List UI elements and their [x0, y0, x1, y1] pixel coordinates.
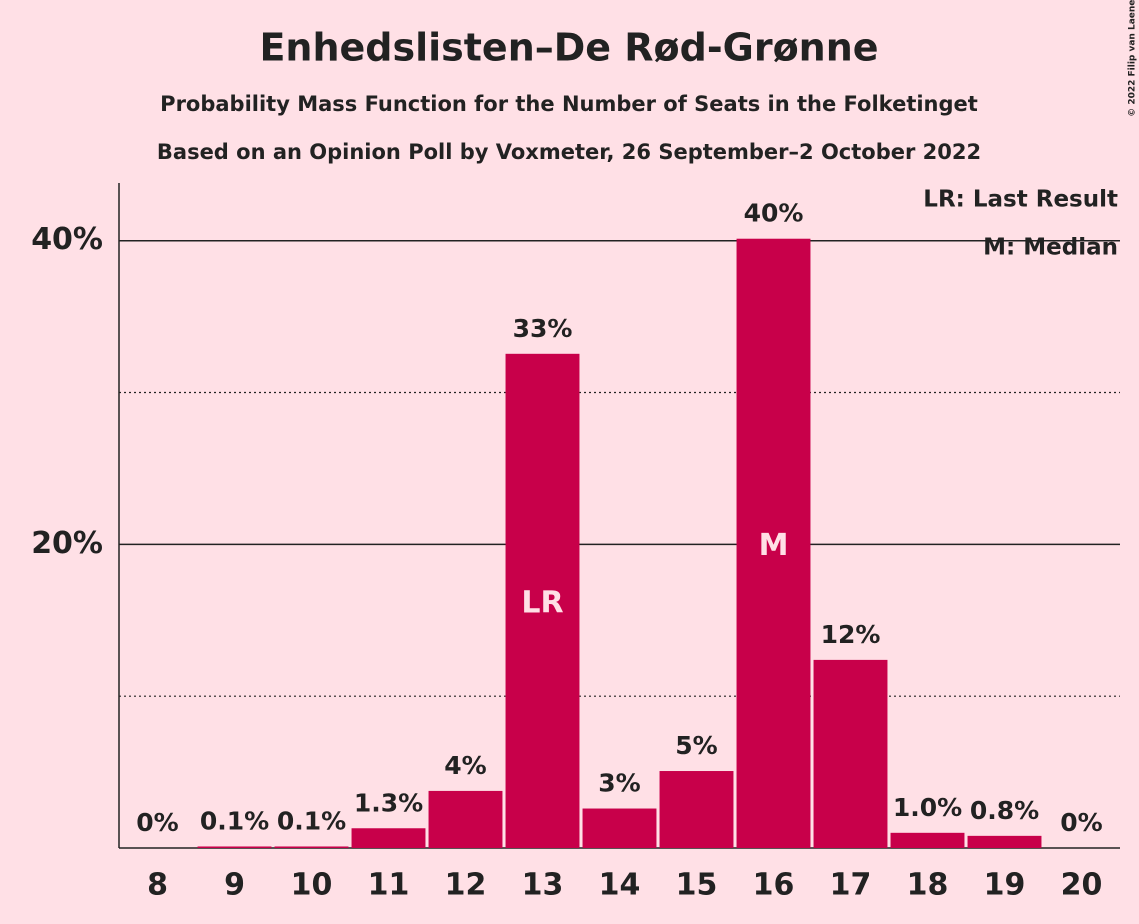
bar	[428, 790, 503, 848]
value-label: 40%	[744, 199, 804, 228]
x-tick-label: 8	[147, 868, 168, 903]
value-label: 12%	[821, 620, 881, 649]
x-tick-label: 12	[445, 868, 487, 903]
value-label: 0.1%	[200, 806, 269, 835]
chart-subtitle: Probability Mass Function for the Number…	[160, 92, 978, 116]
x-tick-label: 10	[291, 868, 333, 903]
bar	[890, 832, 965, 848]
bar-annotation: M	[759, 528, 789, 563]
bar	[967, 835, 1042, 848]
y-tick-label: 20%	[31, 526, 103, 561]
bar-annotation: LR	[521, 585, 563, 620]
x-tick-label: 9	[224, 868, 245, 903]
x-tick-label: 13	[522, 868, 564, 903]
bar	[351, 828, 426, 848]
value-label: 0%	[136, 808, 178, 837]
x-tick-label: 15	[676, 868, 718, 903]
value-label: 5%	[675, 731, 717, 760]
value-label: 0.8%	[970, 796, 1039, 825]
bar	[582, 808, 657, 848]
value-label: 4%	[444, 751, 486, 780]
bar	[274, 846, 349, 848]
legend-entry: LR: Last Result	[923, 187, 1118, 213]
x-tick-label: 14	[599, 868, 641, 903]
bar	[813, 659, 888, 848]
value-label: 1.0%	[893, 793, 962, 822]
value-label: 1.3%	[354, 788, 423, 817]
chart-subtitle: Based on an Opinion Poll by Voxmeter, 26…	[157, 140, 981, 164]
x-tick-label: 11	[368, 868, 410, 903]
bar	[659, 771, 734, 848]
bar	[736, 238, 811, 848]
value-label: 3%	[598, 769, 640, 798]
x-tick-label: 20	[1061, 868, 1103, 903]
x-tick-label: 18	[907, 868, 949, 903]
copyright: © 2022 Filip van Laenen	[1128, 0, 1138, 117]
x-tick-label: 16	[753, 868, 795, 903]
bar	[505, 353, 580, 848]
value-label: 33%	[513, 314, 573, 343]
chart-title: Enhedslisten–De Rød-Grønne	[259, 26, 878, 70]
y-tick-label: 40%	[31, 222, 103, 257]
x-tick-label: 19	[984, 868, 1026, 903]
bar	[197, 846, 272, 848]
x-tick-label: 17	[830, 868, 872, 903]
legend-entry: M: Median	[983, 235, 1118, 261]
value-label: 0.1%	[277, 806, 346, 835]
value-label: 0%	[1060, 808, 1102, 837]
